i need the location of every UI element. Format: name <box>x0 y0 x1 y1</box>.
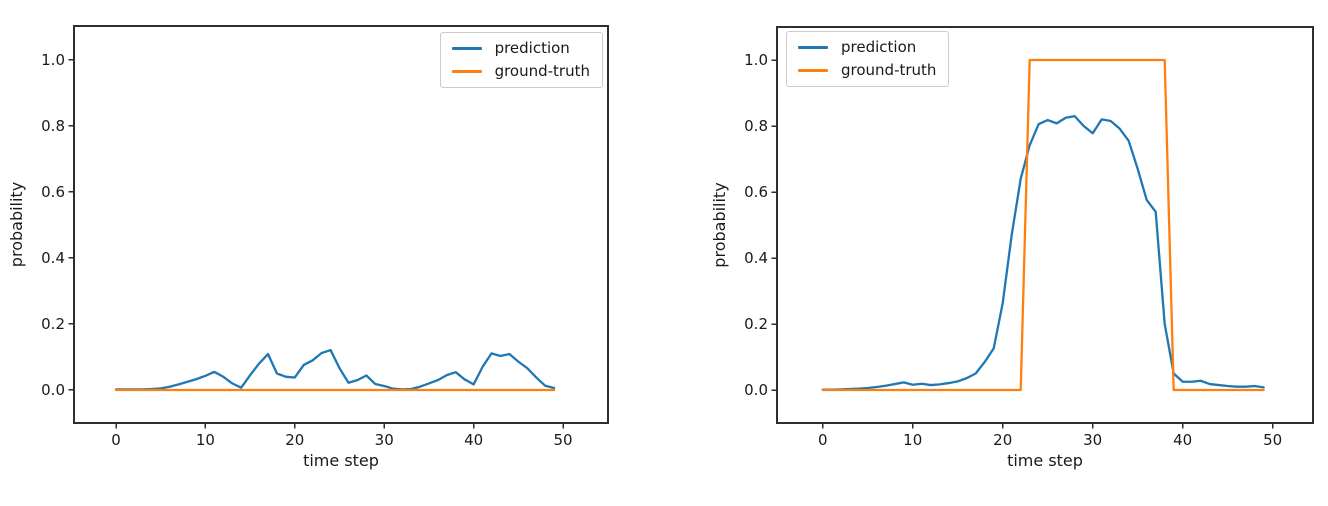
y-axis-tick-label: 0.0 <box>41 381 65 399</box>
x-axis-tick-label: 10 <box>903 431 922 449</box>
y-axis-label: probability <box>710 182 729 267</box>
ground-truth-line-swatch <box>798 69 828 72</box>
legend-item-ground-truth: ground-truth <box>798 63 936 78</box>
right-chart: 0 10 20 30 40 50 0.0 0.2 0.4 0.6 0.8 1.0 time step pr… <box>664 0 1328 506</box>
legend-item-ground-truth: ground-truth <box>451 62 590 80</box>
ground-truth-line <box>821 58 1265 392</box>
plot-border <box>73 25 609 424</box>
prediction-line <box>114 348 556 391</box>
y-axis-tick-label: 0.8 <box>744 117 768 135</box>
left-plot-svg: 0 10 20 30 40 50 0.0 0.2 0.4 0.6 0.8 1.0 time step pr… <box>7 25 609 470</box>
y-axis-tick-label: 0.6 <box>744 183 768 201</box>
x-axis-tick-label: 40 <box>1173 431 1192 449</box>
right-legend: prediction ground-truth <box>786 31 950 87</box>
x-axis-tick-label: 30 <box>1083 431 1102 449</box>
x-axis-tick-label: 0 <box>111 431 121 449</box>
legend-label-ground-truth: ground-truth <box>494 62 590 80</box>
x-axis-tick-label: 20 <box>993 431 1012 449</box>
right-plot-svg: 0 10 20 30 40 50 0.0 0.2 0.4 0.6 0.8 1.0 time step pr… <box>710 26 1314 470</box>
x-axis-tick-label: 50 <box>1263 431 1282 449</box>
y-axis-label: probability <box>7 182 26 267</box>
ground-truth-line-swatch <box>451 70 482 73</box>
y-axis-tick-label: 0.0 <box>744 381 768 399</box>
y-axis-tick-label: 0.2 <box>41 315 65 333</box>
left-legend: prediction ground-truth <box>439 32 603 88</box>
y-axis-tick-label: 0.2 <box>744 315 768 333</box>
left-chart: 0 10 20 30 40 50 0.0 0.2 0.4 0.6 0.8 1.0 time step pr… <box>7 25 609 470</box>
legend-label-prediction: prediction <box>841 38 917 56</box>
prediction-line-swatch <box>451 47 482 50</box>
y-axis-tick-label: 0.6 <box>41 183 65 201</box>
y-axis-tick-label: 0.4 <box>744 249 768 267</box>
x-axis-tick-label: 40 <box>464 431 483 449</box>
x-axis-label: time step <box>1007 451 1083 470</box>
legend-label-prediction: prediction <box>494 39 570 57</box>
legend-item-prediction: prediction <box>798 40 936 55</box>
x-axis-tick-label: 30 <box>375 431 394 449</box>
y-axis-tick-label: 1.0 <box>41 51 65 69</box>
prediction-line-swatch <box>798 46 828 49</box>
x-axis-tick-label: 0 <box>818 431 828 449</box>
y-axis-tick-label: 0.8 <box>41 117 65 135</box>
x-axis-label: time step <box>303 451 379 470</box>
x-axis-tick-label: 10 <box>196 431 215 449</box>
y-axis-tick-label: 1.0 <box>744 51 768 69</box>
x-axis-tick-label: 50 <box>553 431 572 449</box>
legend-item-prediction: prediction <box>451 39 590 57</box>
plot-border <box>776 26 1314 424</box>
legend-label-ground-truth: ground-truth <box>841 61 937 79</box>
prediction-line <box>821 114 1265 391</box>
x-axis-tick-label: 20 <box>285 431 304 449</box>
y-axis-tick-label: 0.4 <box>41 249 65 267</box>
